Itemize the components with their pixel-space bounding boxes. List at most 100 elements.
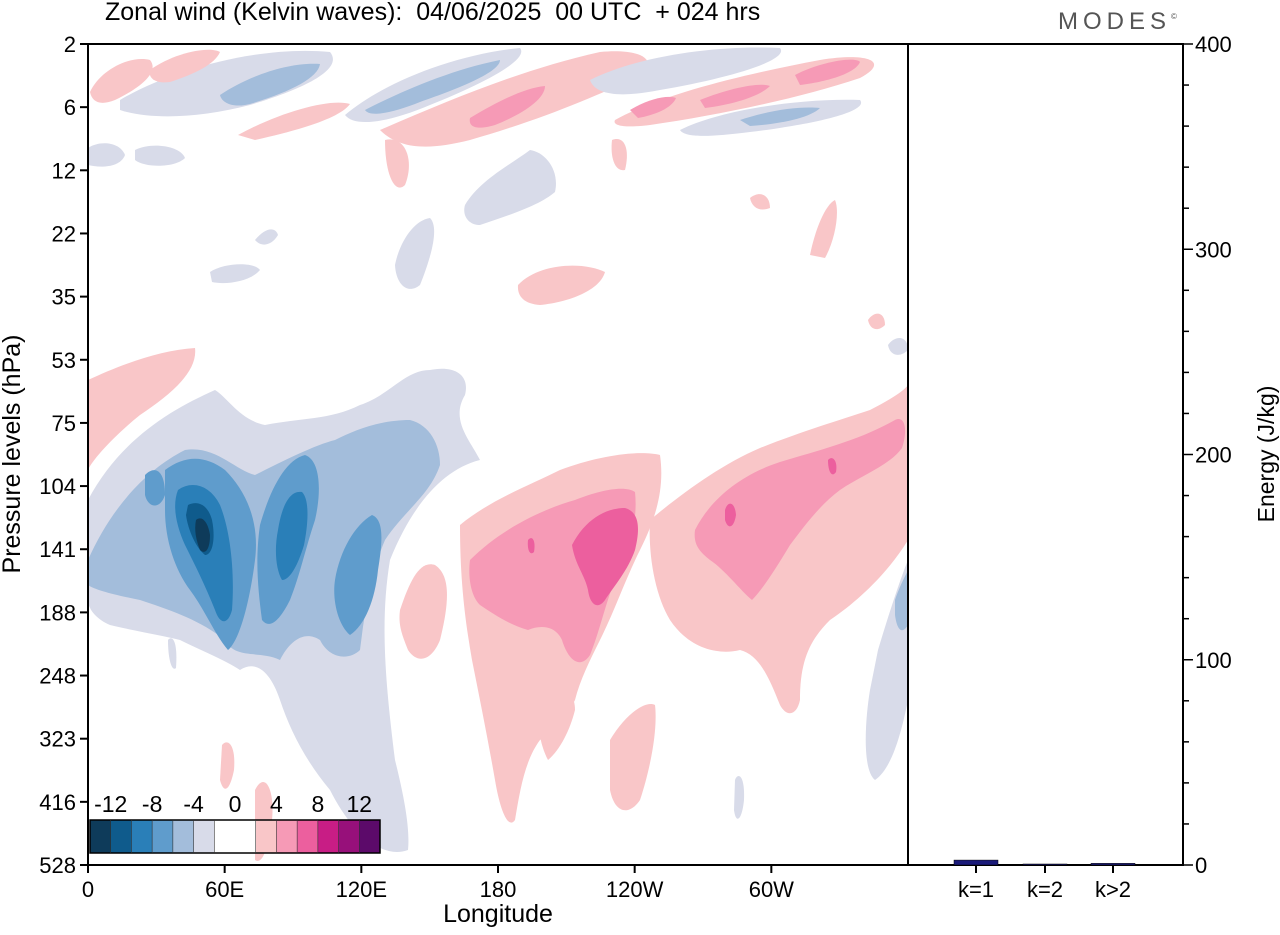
energy-axis-title: Energy (J/kg) — [1253, 386, 1279, 523]
field-neg-weak — [590, 47, 782, 95]
field-neg-weak — [888, 338, 908, 355]
field-neg-mod — [740, 107, 820, 126]
pressure-axis: 2 6 12 22 35 53 75 104 141 188 248 323 416 528 — [39, 32, 88, 878]
y-tick-label: 75 — [52, 411, 76, 436]
y-tick-label: 53 — [52, 348, 76, 373]
energy-panel-frame — [907, 43, 1184, 866]
field-neg-weak — [88, 143, 125, 167]
energy-axis: 0 100 200 300 400 — [1183, 32, 1232, 878]
field-pos-strong — [725, 503, 736, 527]
field-pos-weak — [149, 49, 220, 83]
chart-title: Zonal wind (Kelvin waves): 04/06/2025 00… — [105, 0, 761, 26]
colorbar-frame — [89, 819, 381, 854]
x-tick-label: 120E — [336, 877, 387, 902]
field-neg-vstrong — [275, 491, 308, 580]
field-pos-weak — [611, 139, 627, 171]
field-pos-weak — [868, 313, 885, 330]
field-pos-mod — [795, 59, 860, 85]
colorbar-label: -8 — [142, 791, 162, 817]
y-axis-title: Pressure levels (hPa) — [0, 335, 26, 574]
colorbar-swatch — [131, 820, 153, 853]
field-pos-weak — [810, 200, 837, 258]
energy-category-label: k>2 — [1095, 877, 1131, 902]
field-pos-strong — [828, 458, 837, 475]
field-pos-weak — [399, 564, 447, 659]
y-tick-label: 248 — [39, 664, 76, 689]
field-pos-weak — [385, 139, 409, 188]
colorbar-swatch — [90, 820, 112, 853]
field-pos-mod — [700, 84, 770, 108]
energy-tick-label: 200 — [1195, 443, 1232, 468]
field-pos-weak — [610, 704, 656, 811]
y-tick-label: 188 — [39, 600, 76, 625]
colorbar-swatch — [235, 820, 257, 853]
colorbar-swatch — [359, 820, 381, 853]
field-neg-mod — [365, 60, 500, 114]
energy-category-label: k=1 — [958, 877, 994, 902]
y-tick-label: 416 — [39, 790, 76, 815]
field-neg-weak — [210, 264, 260, 284]
logo-text: MODES — [1058, 8, 1172, 35]
kelvin-wave-field — [88, 47, 908, 861]
energy-category-label: k=2 — [1027, 877, 1063, 902]
colorbar-label: 4 — [270, 791, 283, 817]
y-tick-label: 12 — [52, 158, 76, 183]
energy-bars: k=1 k=2 k>2 — [953, 859, 1136, 902]
energy-tick-label: 300 — [1195, 237, 1232, 262]
field-pos-strong — [572, 508, 638, 606]
field-pos-weak — [537, 687, 575, 760]
field-neg-weak — [135, 145, 185, 166]
field-neg-strong — [334, 515, 382, 635]
energy-tick-label: 100 — [1195, 648, 1232, 673]
colorbar-swatch — [172, 820, 194, 853]
y-tick-label: 104 — [39, 474, 76, 499]
field-neg-mod — [895, 570, 908, 631]
field-neg-weak — [168, 638, 177, 669]
x-tick-label: 60W — [749, 877, 794, 902]
colorbar-swatch — [214, 820, 236, 853]
y-tick-label: 2 — [64, 32, 76, 57]
y-tick-label: 35 — [52, 285, 76, 310]
field-neg-strong — [145, 470, 165, 506]
colorbar-swatch — [193, 820, 215, 853]
colorbar-label: 8 — [311, 791, 324, 817]
energy-bar — [1090, 863, 1136, 866]
x-axis-title: Longitude — [443, 900, 553, 928]
y-tick-label: 141 — [39, 537, 76, 562]
field-pos-mod — [630, 96, 676, 118]
energy-bar — [953, 859, 999, 866]
field-pos-mod — [694, 419, 906, 600]
colorbar-swatch — [110, 820, 132, 853]
longitude-axis: 0 60E 120E 180 120W 60W — [82, 865, 794, 902]
x-tick-label: 60E — [205, 877, 244, 902]
field-neg-weak — [464, 150, 556, 225]
colorbar-swatch — [152, 820, 174, 853]
colorbar-swatch — [255, 820, 277, 853]
logo-mark: © — [1171, 12, 1177, 21]
colorbar-label: -4 — [183, 791, 204, 817]
field-pos-strong — [527, 538, 535, 554]
colorbar-label: 12 — [346, 791, 372, 817]
field-neg-weak — [395, 218, 435, 289]
y-tick-label: 6 — [64, 95, 76, 120]
colorbar-swatch — [297, 820, 319, 853]
field-neg-mod — [220, 63, 320, 106]
y-tick-label: 528 — [39, 853, 76, 878]
field-pos-weak — [90, 59, 153, 103]
colorbar-swatch — [317, 820, 339, 853]
colorbar-label: -12 — [94, 791, 127, 817]
x-tick-label: 120W — [606, 877, 664, 902]
energy-tick-label: 0 — [1195, 853, 1207, 878]
field-pos-mod — [469, 86, 545, 128]
field-pos-weak — [220, 742, 235, 789]
field-pos-weak — [517, 265, 605, 305]
field-neg-peak — [195, 518, 210, 552]
field-pos-weak — [750, 194, 770, 210]
energy-tick-label: 400 — [1195, 32, 1232, 57]
field-pos-weak — [238, 102, 350, 140]
x-tick-label: 0 — [82, 877, 94, 902]
y-tick-label: 22 — [52, 221, 76, 246]
field-neg-weak — [120, 50, 333, 117]
colorbar-swatch — [276, 820, 298, 853]
